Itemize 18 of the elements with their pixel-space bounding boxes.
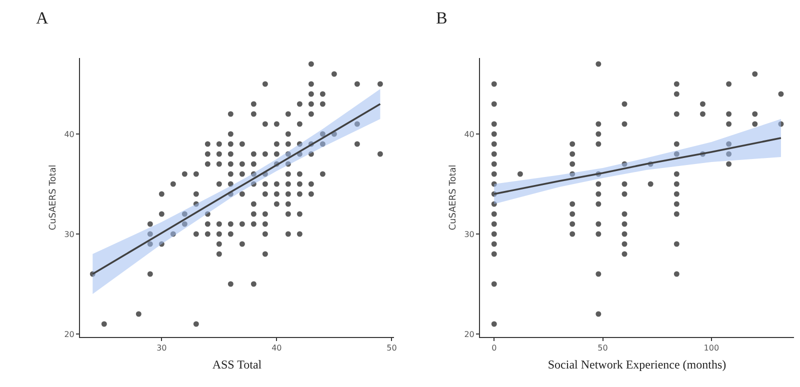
x-tick-label: 40 [272, 344, 282, 353]
y-tick-label: 40 [464, 130, 474, 139]
y-tick-label: 30 [464, 230, 474, 239]
x-tick-label: 30 [156, 344, 167, 353]
y-axis-title: CuSAERS Total [448, 164, 459, 230]
y-tick-label: 40 [64, 130, 74, 139]
x-tick-label: 0 [492, 344, 497, 353]
y-axis-title: CuSAERS Total [48, 164, 59, 230]
x-tick-label: 50 [598, 344, 608, 353]
x-axis-title: ASS Total [212, 358, 262, 372]
x-tick-label: 50 [386, 344, 397, 353]
chart-title: A [36, 8, 49, 28]
y-tick-label: 30 [64, 230, 74, 239]
y-tick-label: 20 [64, 330, 74, 339]
y-tick-label: 20 [464, 330, 474, 339]
chart-title: B [436, 8, 448, 28]
x-axis-title: Social Network Experience (months) [548, 358, 726, 372]
x-tick-label: 100 [704, 344, 720, 353]
